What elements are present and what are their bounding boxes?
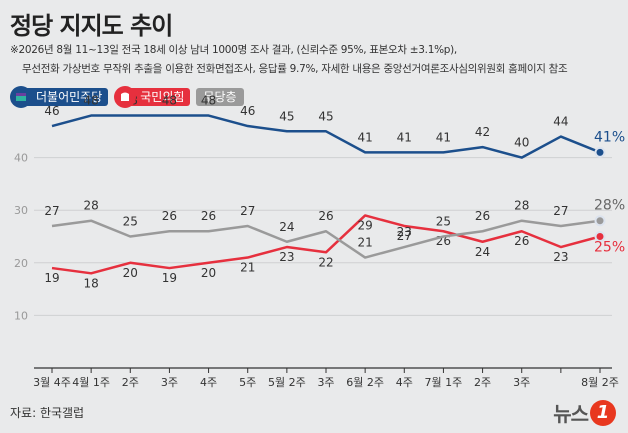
last-value-label: 25%: [594, 240, 625, 256]
data-label: 28: [514, 199, 529, 213]
data-label: 41: [397, 130, 412, 144]
data-label: 29: [358, 218, 373, 232]
data-label: 45: [318, 109, 333, 123]
series-line: [51, 214, 601, 275]
legend-label-minjoo: 더불어민주당: [22, 88, 109, 106]
data-label: 46: [44, 104, 59, 118]
x-tick-label: 8월 2주: [581, 376, 619, 389]
y-tick-label: 30: [14, 204, 28, 217]
y-tick-label: 40: [14, 152, 28, 165]
x-tick-label: 7월 1주: [425, 376, 463, 389]
data-label: 23: [397, 225, 412, 239]
data-label: 46: [240, 104, 255, 118]
source-label: 자료: 한국갤럽: [10, 406, 85, 420]
data-label: 41: [358, 130, 373, 144]
data-label: 26: [514, 234, 529, 248]
data-label: 41: [436, 130, 451, 144]
data-label: 40: [514, 136, 529, 150]
data-label: 28: [84, 199, 99, 213]
x-tick-label: 4주: [200, 376, 217, 389]
x-tick-label: 2주: [474, 376, 491, 389]
brand-badge: 1: [590, 399, 616, 426]
data-label: 45: [279, 109, 294, 123]
x-tick-label: 3주: [161, 376, 178, 389]
last-value-label: 41%: [594, 129, 625, 145]
data-label: 18: [84, 276, 99, 290]
legend-label-ppp: 국민의힘: [126, 88, 191, 106]
ppp-party-logo-icon: [114, 86, 137, 108]
series-line: [51, 219, 601, 259]
legend-item-independent: 무당층: [196, 88, 244, 106]
data-label: 21: [358, 236, 373, 250]
data-label: 26: [201, 209, 216, 223]
last-value-label: 28%: [594, 198, 625, 214]
x-tick-label: 4주: [396, 376, 413, 389]
last-point-marker: [594, 215, 606, 227]
news1-logo: 뉴스 1: [553, 398, 616, 427]
data-label: 48: [162, 94, 177, 108]
survey-note-1: ※2026년 8월 11~13일 전국 18세 이상 남녀 1000명 조사 결…: [10, 44, 457, 56]
x-tick-label: 5월 2주: [268, 376, 306, 389]
data-label: 27: [240, 204, 255, 218]
minjoo-party-logo-icon: [10, 86, 32, 108]
data-label: 25: [436, 215, 451, 229]
x-tick-label: 4월 1주: [72, 376, 110, 389]
data-label: 22: [318, 255, 333, 269]
last-point-marker: [594, 146, 606, 158]
data-label: 24: [475, 245, 490, 259]
data-label: 20: [201, 266, 216, 280]
data-label: 23: [553, 250, 568, 264]
series-line: [51, 114, 601, 159]
data-label: 24: [279, 220, 294, 234]
x-tick-label: 2주: [122, 376, 139, 389]
data-label: 27: [397, 229, 412, 243]
data-label: 19: [162, 271, 177, 285]
data-label: 20: [123, 266, 138, 280]
data-label: 27: [553, 204, 568, 218]
legend-item-minjoo: 더불어민주당: [10, 86, 109, 108]
data-label: 42: [475, 125, 490, 139]
data-label: 23: [279, 250, 294, 264]
last-point-marker: [594, 231, 606, 242]
x-tick-label: 3주: [513, 376, 530, 389]
data-label: 26: [318, 209, 333, 223]
x-tick-label: 3주: [317, 376, 334, 389]
data-label: 25: [123, 215, 138, 229]
y-tick-label: 10: [14, 309, 28, 322]
brand-text: 뉴스: [553, 402, 589, 426]
survey-note-2: 무선전화 가상번호 무작위 추출을 이용한 전화면접조사, 응답률 9.7%, …: [22, 63, 568, 75]
legend-item-ppp: 국민의힘: [114, 86, 191, 108]
data-label: 44: [553, 115, 568, 129]
data-label: 27: [44, 204, 59, 218]
data-label: 48: [84, 94, 99, 108]
data-label: 19: [44, 271, 59, 285]
legend-label-independent: 무당층: [196, 88, 244, 106]
y-tick-label: 20: [14, 257, 28, 270]
data-label: 21: [240, 261, 255, 275]
x-tick-label: 6월 2주: [346, 376, 384, 389]
page-title: 정당 지지도 추이: [10, 12, 173, 40]
x-tick-label: 3월 4주: [33, 376, 71, 389]
x-tick-label: 5주: [239, 376, 256, 389]
data-label: 26: [162, 209, 177, 223]
data-label: 26: [475, 209, 490, 223]
data-label: 48: [201, 94, 216, 108]
chart-legend: 더불어민주당 국민의힘 무당층: [10, 85, 250, 109]
